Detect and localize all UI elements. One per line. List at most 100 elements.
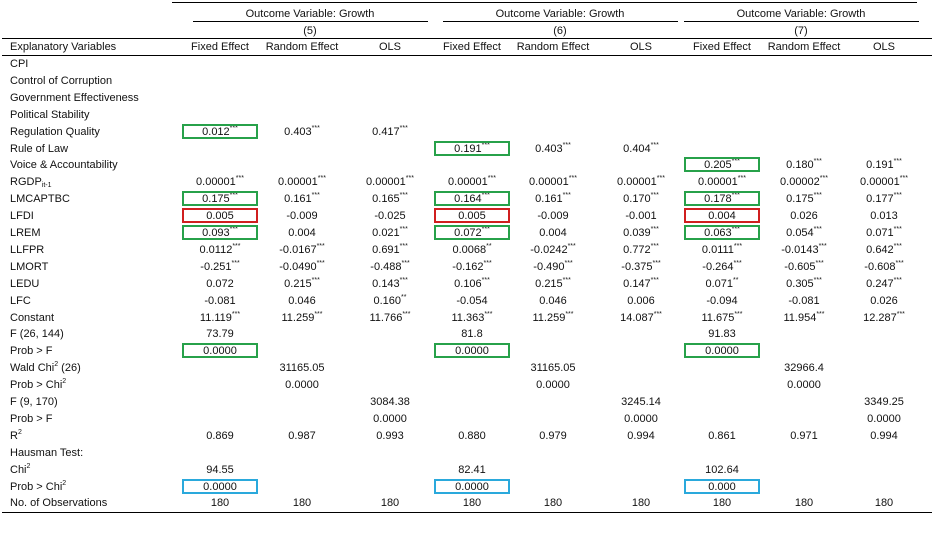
table-cell: 0.026 <box>870 294 898 307</box>
row-label: Prob > Chi2 <box>10 479 67 493</box>
table-cell: 180 <box>631 497 651 510</box>
highlight-box-green <box>684 157 760 173</box>
highlight-box-blue <box>182 478 258 494</box>
table-cell: 0.170*** <box>623 192 659 206</box>
row-label: LFDI <box>10 210 34 223</box>
table-cell: 0.0000 <box>624 412 658 425</box>
table-cell: 0.00001*** <box>448 175 496 189</box>
table-cell: 0.861 <box>708 429 736 442</box>
table-cell: 11.766*** <box>369 310 411 324</box>
table-cell: 0.00001*** <box>278 175 326 189</box>
table-cell: 0.063*** <box>704 226 740 239</box>
highlight-box-green <box>684 225 760 240</box>
table-cell: 0.00001*** <box>860 175 908 189</box>
table-cell: 0.00001*** <box>366 175 414 189</box>
table-cell: 180 <box>292 497 312 510</box>
table-cell: 3245.14 <box>621 396 661 408</box>
table-cell: 0.072 <box>206 277 234 290</box>
table-cell: 11.363*** <box>451 310 493 324</box>
row-label: Chi2 <box>10 462 31 476</box>
table-cell: -0.009 <box>286 210 318 223</box>
footnote-fragment <box>2 533 162 538</box>
table-cell: 3349.25 <box>864 396 904 408</box>
highlight-box-blue <box>434 478 510 494</box>
table-cell: 0.191*** <box>866 158 902 172</box>
header-rule <box>2 38 932 39</box>
table-cell: 0.247*** <box>866 276 902 290</box>
table-cell: 0.021*** <box>372 226 408 239</box>
estimator-label: Fixed Effect <box>443 41 501 53</box>
row-label: LMCAPTBC <box>10 193 70 206</box>
table-cell: 0.00001*** <box>698 175 746 189</box>
highlight-box-green <box>684 343 760 359</box>
highlight-box-green <box>182 343 258 359</box>
table-cell: 0.403*** <box>284 124 320 138</box>
table-cell: 0.205*** <box>704 158 740 172</box>
table-cell: 0.004 <box>708 210 736 223</box>
estimator-label: OLS <box>629 41 653 53</box>
table-cell: 0.880 <box>458 429 486 442</box>
table-cell: 0.143*** <box>372 276 408 290</box>
table-cell: 0.993 <box>376 429 404 442</box>
table-cell: 0.00001*** <box>617 175 665 189</box>
row-label: Prob > F <box>10 345 53 358</box>
row-label: LFC <box>10 294 31 307</box>
table-cell: -0.488*** <box>370 259 410 273</box>
table-cell: 0.072*** <box>454 226 490 239</box>
table-cell: 0.005 <box>458 210 486 223</box>
group-title: Outcome Variable: Growth <box>245 8 375 20</box>
table-cell: 31165.05 <box>530 362 576 375</box>
table-cell: 0.005 <box>206 210 234 223</box>
table-cell: 0.979 <box>539 429 567 442</box>
table-cell: 180 <box>462 497 482 510</box>
table-cell: -0.025 <box>374 210 406 223</box>
table-cell: 0.0111*** <box>701 242 743 256</box>
highlight-box-green <box>182 123 258 139</box>
estimator-label: Fixed Effect <box>191 41 249 53</box>
highlight-box-green <box>434 140 510 156</box>
table-cell: 11.119*** <box>199 310 241 324</box>
table-cell: 82.41 <box>458 463 486 476</box>
table-cell: -0.081 <box>788 294 820 307</box>
table-cell: 0.00001*** <box>529 175 577 189</box>
highlight-box-green <box>182 225 258 240</box>
table-cell: 0.215*** <box>284 276 320 290</box>
table-cell: 0.160** <box>373 293 407 307</box>
table-cell: 0.403*** <box>535 141 571 155</box>
row-label: LREM <box>10 227 41 239</box>
table-cell: 180 <box>380 497 400 510</box>
table-cell: 0.0000 <box>203 345 237 358</box>
row-label: Prob > Chi2 <box>10 378 67 392</box>
table-cell: 73.79 <box>206 328 234 341</box>
highlight-box-green <box>434 225 510 240</box>
table-cell: 0.642*** <box>866 242 902 256</box>
table-cell: -0.490*** <box>533 259 573 273</box>
table-cell: 0.165*** <box>372 192 408 206</box>
table-cell: 0.772*** <box>623 242 659 256</box>
table-cell: 0.175*** <box>202 192 238 206</box>
row-label: R2 <box>10 428 22 442</box>
table-cell: 0.417*** <box>372 124 408 138</box>
table-cell: 0.000 <box>708 480 736 493</box>
table-cell: 0.180*** <box>786 158 822 172</box>
table-cell: 180 <box>794 497 814 510</box>
estimator-label: Fixed Effect <box>693 41 751 53</box>
group-rule <box>683 21 919 22</box>
table-cell: 0.00002*** <box>780 175 828 189</box>
table-cell: 180 <box>712 497 732 510</box>
subheader-rule <box>2 55 932 56</box>
table-cell: 94.55 <box>206 463 234 476</box>
table-cell: 11.675*** <box>701 310 743 324</box>
table-cell: 0.071*** <box>866 226 902 239</box>
table-cell: 11.259*** <box>532 310 574 324</box>
table-cell: 0.106*** <box>454 276 490 290</box>
table-cell: 0.215*** <box>535 276 571 290</box>
table-cell: 0.012*** <box>202 124 238 138</box>
bottom-rule <box>2 512 932 514</box>
table-cell: 0.191*** <box>454 141 490 155</box>
model-number: (7) <box>794 25 808 37</box>
table-cell: 180 <box>210 497 230 510</box>
table-cell: 0.0000 <box>705 345 739 358</box>
table-cell: 91.83 <box>708 328 736 341</box>
